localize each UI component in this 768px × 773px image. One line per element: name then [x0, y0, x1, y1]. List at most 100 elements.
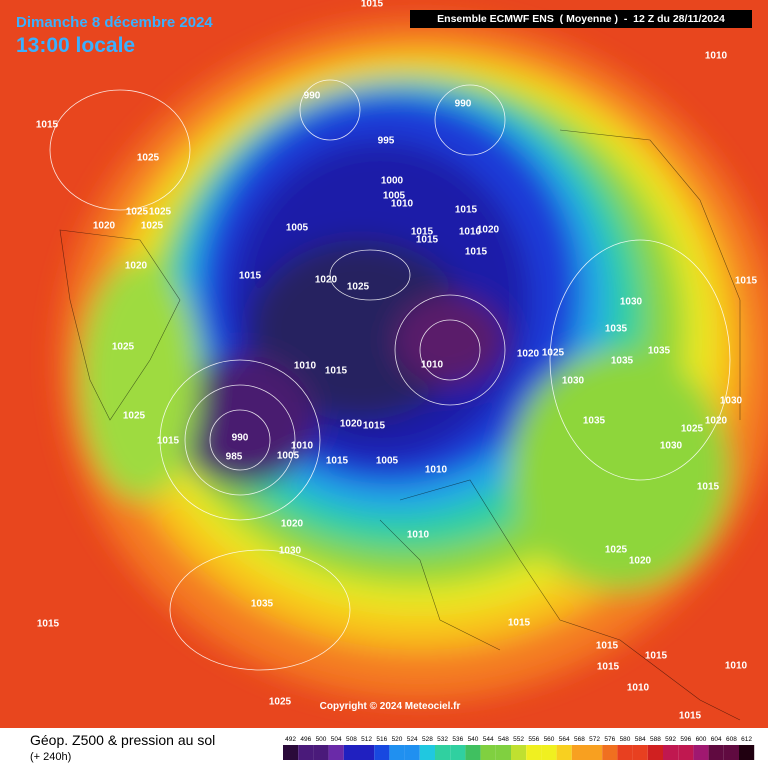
isobar-label: 1020 — [125, 261, 148, 272]
scale-swatch — [495, 745, 511, 760]
isobar-label: 1015 — [508, 618, 531, 629]
isobar-label: 1015 — [645, 651, 668, 662]
isobar-label: 1005 — [383, 191, 406, 202]
isobar-label: 1015 — [465, 247, 488, 258]
scale-label: 548 — [498, 736, 509, 743]
isobar-label: 1015 — [679, 711, 702, 722]
isobar-label: 985 — [226, 452, 243, 463]
scale-label: 516 — [376, 736, 387, 743]
scale-label: 608 — [726, 736, 737, 743]
isobar-label: 1005 — [286, 223, 309, 234]
isobar-label: 1020 — [340, 419, 363, 430]
scale-swatch — [419, 745, 435, 760]
scale-swatch — [647, 745, 663, 760]
isobar-label: 1015 — [363, 421, 386, 432]
isobar-label: 1025 — [123, 411, 146, 422]
scale-swatch — [450, 745, 466, 760]
scale-swatch — [571, 745, 587, 760]
scale-swatch — [708, 745, 724, 760]
scale-label: 612 — [741, 736, 752, 743]
scale-label: 500 — [316, 736, 327, 743]
scale-swatch — [556, 745, 572, 760]
isobar-label: 1010 — [291, 441, 314, 452]
scale-label: 600 — [696, 736, 707, 743]
isobar-label: 1030 — [620, 297, 643, 308]
isobar-label: 1025 — [137, 153, 160, 164]
scale-swatch — [465, 745, 481, 760]
scale-label: 560 — [544, 736, 555, 743]
field — [0, 0, 768, 728]
isobar-label: 1015 — [325, 366, 348, 377]
scale-label: 524 — [407, 736, 418, 743]
scale-label: 532 — [437, 736, 448, 743]
isobar-label: 1015 — [455, 205, 478, 216]
isobar-label: 990 — [455, 99, 472, 110]
scale-swatch — [480, 745, 496, 760]
isobar-label: 1020 — [705, 416, 728, 427]
scale-label: 604 — [711, 736, 722, 743]
isobar-label: 1010 — [705, 51, 728, 62]
isobar-label: 1025 — [681, 424, 704, 435]
scale-swatch — [632, 745, 648, 760]
isobar-label: 1015 — [735, 276, 758, 287]
isobar-label: 1030 — [279, 546, 302, 557]
isobar-label: 1015 — [326, 456, 349, 467]
isobar-label: 1010 — [294, 361, 317, 372]
scale-swatch — [526, 745, 542, 760]
isobar-label: 1020 — [281, 519, 304, 530]
isobar-label: 1030 — [660, 441, 683, 452]
scale-swatch — [739, 745, 755, 760]
isobar-label: 1025 — [269, 697, 292, 708]
isobar-label: 1015 — [37, 619, 60, 630]
scale-swatch — [587, 745, 603, 760]
scale-label: 580 — [620, 736, 631, 743]
isobar-label: 1010 — [627, 683, 650, 694]
isobar-label: 1010 — [391, 199, 414, 210]
model-box — [410, 10, 752, 28]
isobar-label: 1010 — [725, 661, 748, 672]
isobar-label: 1015 — [157, 436, 180, 447]
isobar-label: 1015 — [597, 662, 620, 673]
scale-label: 536 — [452, 736, 463, 743]
isobar-label: 990 — [304, 91, 321, 102]
isobar-label: 1025 — [141, 221, 164, 232]
scale-swatch — [359, 745, 375, 760]
isobar-label: 1010 — [407, 530, 430, 541]
isobar-label: 1020 — [315, 275, 338, 286]
scale-label: 540 — [468, 736, 479, 743]
isobar-label: 1025 — [126, 207, 149, 218]
isobar-label: 1025 — [347, 282, 370, 293]
isobar-label: 1015 — [411, 227, 434, 238]
isobar-label: 1020 — [517, 349, 540, 360]
isobar-label: 1035 — [583, 416, 606, 427]
model: Ensemble ECMWF ENS ( Moyenne ) - 12 Z du… — [437, 13, 725, 25]
scale-label: 496 — [300, 736, 311, 743]
isobar-label: 990 — [232, 433, 249, 444]
scale-label: 556 — [528, 736, 539, 743]
footer-title: Géop. Z500 & pression au sol — [30, 732, 215, 748]
isobar-label: 1030 — [720, 396, 743, 407]
scale-label: 584 — [635, 736, 646, 743]
scale-swatch — [678, 745, 694, 760]
scale-label: 520 — [392, 736, 403, 743]
isobar-label: 1020 — [93, 221, 116, 232]
isobar-label: 1020 — [477, 225, 500, 236]
scale-swatch — [617, 745, 633, 760]
scale-label: 572 — [589, 736, 600, 743]
scale-swatch — [328, 745, 344, 760]
scale-swatch — [511, 745, 527, 760]
date: Dimanche 8 décembre 2024 — [16, 14, 213, 31]
scale-label: 508 — [346, 736, 357, 743]
isobar-label: 1000 — [381, 176, 404, 187]
scale-swatch — [389, 745, 405, 760]
isobar-label: 1035 — [605, 324, 628, 335]
isobar-label: 1015 — [697, 482, 720, 493]
isobar-label: 1010 — [459, 227, 482, 238]
scale-label: 528 — [422, 736, 433, 743]
scale-label: 568 — [574, 736, 585, 743]
isobar-label: 995 — [378, 136, 395, 147]
isobar-label: 1025 — [605, 545, 628, 556]
scale-swatch — [693, 745, 709, 760]
isobar-label: 1015 — [416, 235, 439, 246]
